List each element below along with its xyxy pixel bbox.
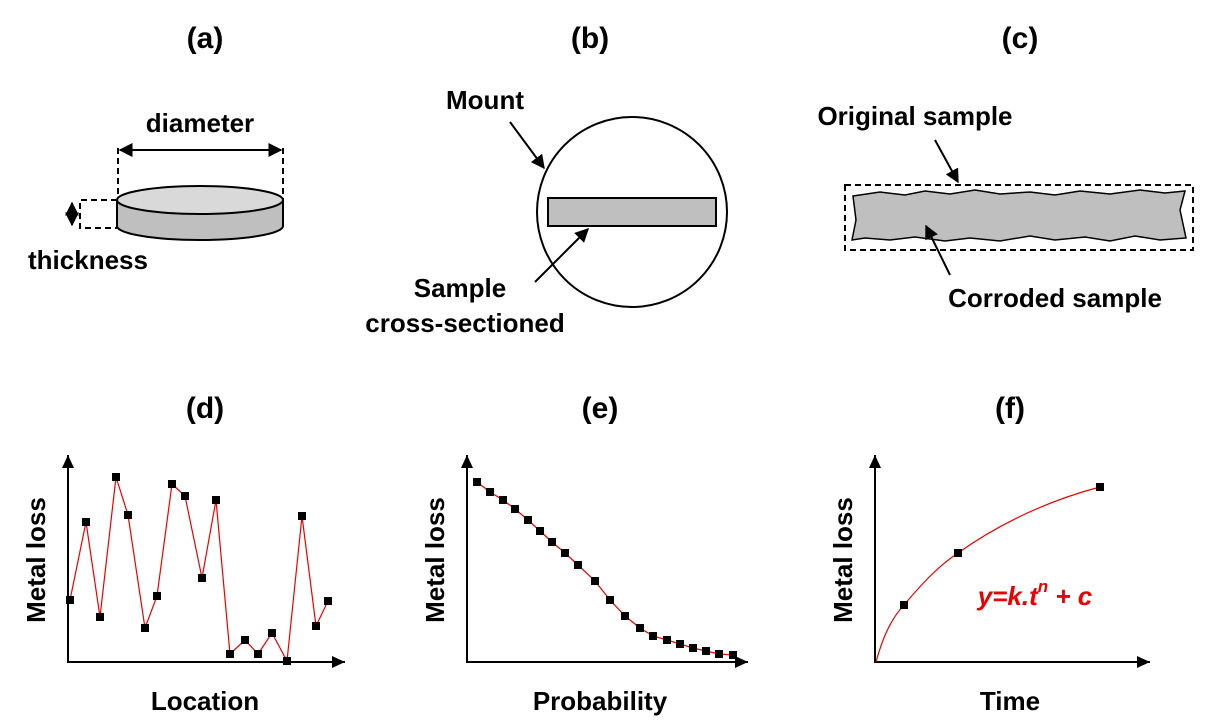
panel-label: (c) bbox=[1002, 22, 1039, 55]
y-label: Metal loss bbox=[21, 497, 51, 623]
panel-label: (f) bbox=[995, 392, 1025, 425]
arrow bbox=[509, 121, 545, 170]
axis-arrows bbox=[461, 455, 748, 668]
axes bbox=[466, 455, 748, 663]
corroded-shape bbox=[851, 189, 1187, 242]
label: cross-sectioned bbox=[365, 308, 564, 338]
y-label: Metal loss bbox=[420, 497, 450, 623]
curve bbox=[69, 476, 329, 664]
x-label: Time bbox=[980, 686, 1040, 716]
arrow bbox=[534, 228, 589, 283]
axes bbox=[67, 455, 345, 663]
panel-d: (d) Metal loss Location bbox=[21, 392, 345, 716]
panel-label: (e) bbox=[582, 392, 619, 425]
label: Corroded sample bbox=[948, 283, 1162, 313]
panel-f: (f) Metal loss Time y=k.tn + c bbox=[828, 392, 1150, 716]
curve bbox=[875, 486, 1101, 663]
x-label: Location bbox=[151, 686, 259, 716]
panel-a: (a) diameter thickness bbox=[28, 22, 284, 275]
x-label: Probability bbox=[533, 686, 668, 716]
arrow bbox=[934, 139, 959, 184]
formula-exponent: n bbox=[1038, 577, 1048, 596]
label: diameter bbox=[146, 108, 254, 138]
points bbox=[66, 473, 332, 665]
panel-label: (b) bbox=[571, 22, 609, 55]
dash bbox=[79, 199, 117, 229]
points bbox=[473, 478, 737, 659]
axes bbox=[874, 455, 1150, 663]
disc-top bbox=[116, 185, 284, 215]
original-outline bbox=[844, 184, 1194, 251]
label: Original sample bbox=[817, 101, 1012, 131]
label: Sample bbox=[414, 273, 507, 303]
points bbox=[900, 483, 1104, 609]
axis-arrows bbox=[869, 455, 1150, 668]
panel-b: (b) Mount Sample cross-sectioned bbox=[365, 22, 728, 338]
arrow bbox=[925, 224, 951, 276]
y-label: Metal loss bbox=[828, 497, 858, 623]
label: thickness bbox=[28, 245, 148, 275]
sample bbox=[547, 197, 717, 227]
panel-c: (c) Original sample Corroded sample bbox=[817, 22, 1194, 313]
panel-e: (e) Metal loss Probability bbox=[420, 392, 748, 716]
panel-label: (a) bbox=[187, 22, 224, 55]
formula: y=k.tn + c bbox=[976, 577, 1093, 610]
panel-label: (d) bbox=[186, 392, 224, 425]
axis-arrows bbox=[62, 455, 345, 668]
label: Mount bbox=[446, 85, 524, 115]
formula-base: y=k.t bbox=[976, 581, 1039, 611]
formula-rest: + c bbox=[1048, 581, 1093, 611]
